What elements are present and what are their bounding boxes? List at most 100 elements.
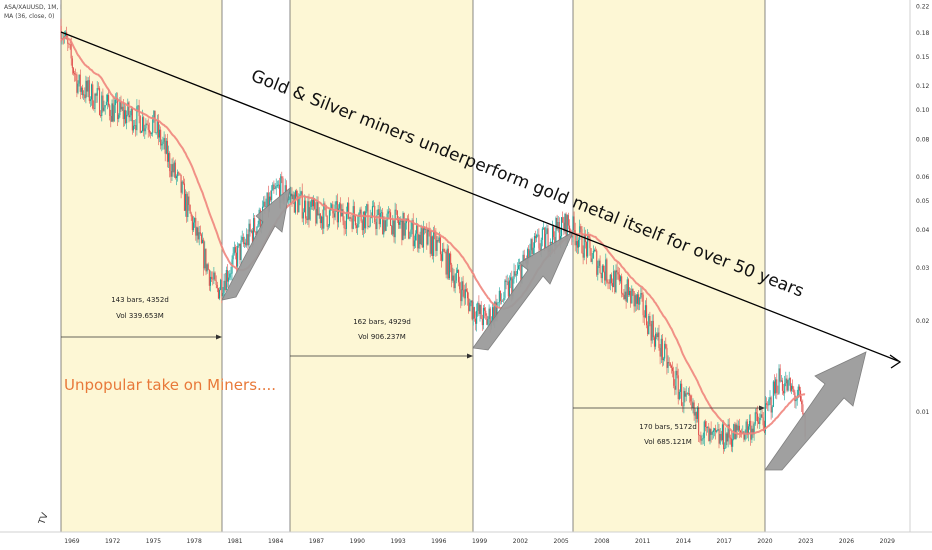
candle-body (97, 88, 99, 89)
candle-body (331, 204, 333, 209)
candle-body (226, 270, 228, 282)
x-tick-label: 2023 (798, 538, 813, 545)
candle-body (221, 279, 223, 297)
candle-body (690, 395, 692, 402)
candle-body (176, 176, 178, 178)
candle-body (186, 194, 188, 217)
candle-body (311, 200, 313, 207)
candle-body (307, 201, 309, 221)
candle-body (80, 87, 82, 92)
candle-body (414, 233, 416, 241)
candle-body (655, 333, 657, 347)
candle-body (569, 225, 571, 232)
y-tick-label: 0.01 (916, 409, 930, 416)
candle-body (644, 305, 646, 318)
candle-body (333, 213, 335, 218)
candle-body (96, 88, 98, 96)
candle-body (629, 291, 631, 295)
candle-body (635, 295, 637, 304)
candle-body (528, 249, 530, 258)
candle-body (350, 217, 352, 219)
symbol-label: ASA/XAUUSD, 1M, NYSE (4, 4, 76, 11)
candle-body (145, 123, 147, 129)
candle-body (704, 421, 706, 427)
candle-body (196, 227, 198, 236)
candle-body (653, 337, 655, 347)
candle-body (567, 215, 569, 226)
candle-body (155, 132, 157, 134)
candle-body (753, 423, 755, 435)
candle-body (140, 131, 142, 133)
candle-body (161, 143, 163, 146)
candle-body (205, 248, 207, 272)
candle-body (780, 380, 782, 382)
candle-body (429, 231, 431, 254)
candle-body (132, 125, 134, 131)
candle-body (431, 236, 433, 256)
candle-body (461, 281, 463, 302)
candle-body (357, 223, 359, 228)
candle-body (276, 185, 278, 187)
candle-body (588, 235, 590, 238)
candle-body (460, 289, 462, 302)
candle-body (638, 294, 640, 305)
candle-body (672, 367, 674, 372)
candle-body (245, 242, 247, 246)
x-tick-label: 2002 (513, 538, 528, 545)
candle-body (784, 383, 786, 394)
candle-body (531, 239, 533, 254)
candle-body (447, 248, 449, 279)
candle-body (446, 248, 448, 275)
candle-body (689, 393, 691, 396)
candle-body (445, 252, 447, 275)
candle-body (216, 284, 218, 289)
x-tick-label: 1981 (227, 538, 242, 545)
candle-body (93, 108, 95, 109)
candle-body (395, 209, 397, 211)
candle-body (599, 260, 601, 273)
candle-body (103, 107, 105, 111)
candle-body (772, 381, 774, 407)
candle-body (499, 290, 501, 301)
candle-body (610, 274, 612, 284)
candle-body (626, 279, 628, 302)
candle-body (441, 254, 443, 261)
candle-body (284, 185, 286, 195)
candle-body (717, 429, 719, 431)
candle-body (674, 385, 676, 390)
candle-body (421, 227, 423, 248)
candle-body (438, 237, 440, 242)
candle-body (362, 211, 364, 231)
candle-body (793, 388, 795, 393)
candle-body (518, 265, 520, 270)
candle-body (191, 216, 193, 231)
candle-body (649, 316, 651, 325)
candle-body (256, 226, 258, 236)
candle-body (442, 248, 444, 261)
candle-body (711, 432, 713, 435)
candle-body (752, 428, 754, 435)
candle-body (798, 386, 800, 391)
candle-body (204, 248, 206, 269)
candle-body (558, 222, 560, 244)
candle-body (343, 220, 345, 229)
candle-body (263, 201, 265, 207)
candle-body (747, 426, 749, 435)
trendline (60, 31, 902, 369)
candle-body (738, 425, 740, 431)
candle-body (735, 424, 737, 440)
candle-body (612, 283, 614, 287)
candle-body (348, 202, 350, 219)
candle-body (254, 218, 256, 232)
candle-body (552, 226, 554, 244)
candle-body (187, 196, 189, 217)
candle-body (607, 282, 609, 284)
candle-body (325, 204, 327, 216)
candle-body (719, 434, 721, 444)
candle-body (68, 43, 70, 45)
candle-body (664, 343, 666, 359)
candle-body (681, 383, 683, 406)
candle-body (220, 279, 222, 290)
candle-body (605, 259, 607, 281)
